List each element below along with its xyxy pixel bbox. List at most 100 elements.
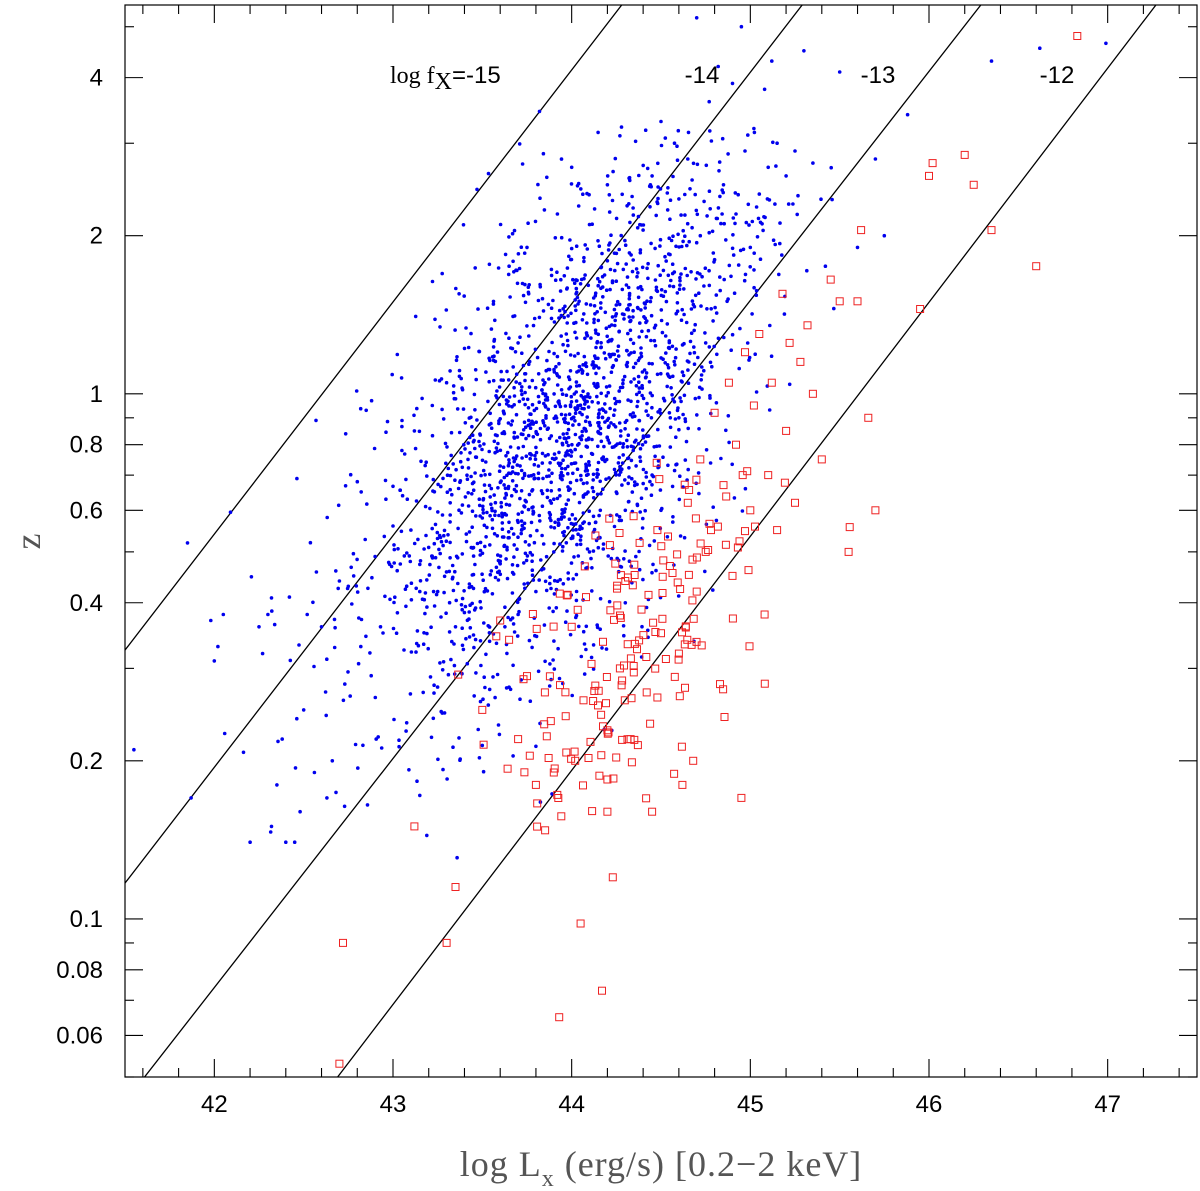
blue-point — [648, 479, 652, 484]
blue-point — [509, 526, 514, 531]
blue-point — [666, 186, 670, 190]
blue-point — [694, 208, 699, 213]
blue-point — [559, 313, 564, 318]
blue-point — [425, 631, 429, 636]
blue-point — [453, 328, 457, 332]
blue-point — [561, 458, 565, 463]
red-square-point — [642, 794, 651, 803]
blue-point — [617, 518, 622, 523]
blue-point — [516, 612, 520, 617]
red-square-point — [591, 531, 600, 540]
blue-point — [486, 171, 491, 176]
blue-point — [748, 265, 752, 269]
blue-point — [611, 352, 615, 357]
blue-point — [532, 616, 537, 620]
red-square-point — [732, 440, 740, 449]
blue-point — [293, 766, 298, 770]
blue-point — [631, 411, 635, 415]
red-square-point — [633, 645, 641, 654]
blue-point — [574, 286, 579, 291]
blue-point — [586, 405, 591, 409]
blue-point — [510, 591, 515, 595]
blue-point — [707, 283, 712, 288]
blue-point — [497, 402, 502, 407]
blue-point — [512, 394, 517, 398]
red-square-point — [760, 610, 769, 619]
blue-point — [787, 382, 792, 387]
red-square-point — [670, 672, 679, 681]
blue-point — [478, 514, 482, 518]
blue-point — [403, 587, 408, 591]
blue-point — [732, 496, 737, 500]
blue-point — [566, 375, 571, 379]
blue-point — [658, 273, 662, 278]
blue-point — [612, 413, 616, 418]
blue-point — [771, 238, 776, 242]
blue-point — [720, 136, 725, 141]
blue-point — [644, 486, 648, 491]
blue-point — [615, 513, 619, 517]
blue-point — [591, 489, 596, 494]
blue-point — [642, 315, 646, 319]
blue-point — [512, 403, 516, 407]
blue-point — [752, 126, 756, 131]
blue-point — [571, 277, 575, 282]
blue-point — [617, 455, 621, 460]
red-square-point — [451, 883, 460, 891]
blue-point — [686, 157, 690, 161]
blue-point — [445, 445, 449, 449]
blue-point — [581, 389, 585, 394]
blue-point — [703, 341, 708, 345]
red-square-point — [604, 728, 613, 737]
flux-lines — [125, 5, 1157, 1077]
red-square-point — [613, 601, 622, 610]
red-square-point — [579, 781, 587, 790]
blue-point — [726, 414, 731, 418]
red-square-point — [562, 748, 571, 757]
blue-point — [730, 332, 735, 337]
blue-point — [527, 492, 532, 497]
blue-point — [605, 174, 610, 178]
blue-point — [533, 219, 538, 224]
blue-point — [437, 547, 441, 552]
blue-point — [767, 198, 772, 202]
red-square-point — [685, 486, 694, 494]
red-square-point — [722, 492, 731, 501]
blue-point — [469, 584, 474, 589]
blue-point — [675, 301, 680, 305]
blue-point — [436, 757, 440, 762]
blue-point — [533, 385, 538, 390]
blue-point — [658, 237, 663, 242]
blue-point — [686, 368, 690, 372]
blue-point — [351, 551, 356, 556]
blue-point — [688, 351, 692, 356]
blue-point — [634, 267, 639, 271]
blue-point — [581, 511, 586, 515]
blue-point — [343, 484, 348, 488]
blue-point — [547, 474, 551, 478]
blue-point — [541, 151, 546, 156]
blue-point — [595, 310, 599, 314]
blue-point — [522, 561, 526, 565]
blue-point — [549, 273, 554, 278]
blue-point — [494, 394, 498, 398]
blue-point — [553, 236, 558, 240]
blue-point — [644, 409, 648, 413]
blue-point — [444, 380, 449, 385]
blue-point — [448, 501, 453, 505]
blue-point — [589, 655, 594, 660]
blue-point — [598, 426, 603, 431]
blue-point — [407, 554, 412, 558]
blue-point — [513, 350, 518, 354]
blue-point — [681, 228, 685, 233]
red-square-point — [571, 756, 580, 765]
blue-point — [699, 373, 704, 377]
blue-point — [457, 368, 462, 373]
red-square-point — [635, 636, 644, 645]
blue-point — [510, 563, 515, 567]
blue-point — [566, 498, 571, 502]
blue-point — [635, 274, 639, 279]
blue-point — [582, 255, 586, 260]
blue-point — [606, 390, 610, 395]
blue-point — [520, 392, 524, 397]
